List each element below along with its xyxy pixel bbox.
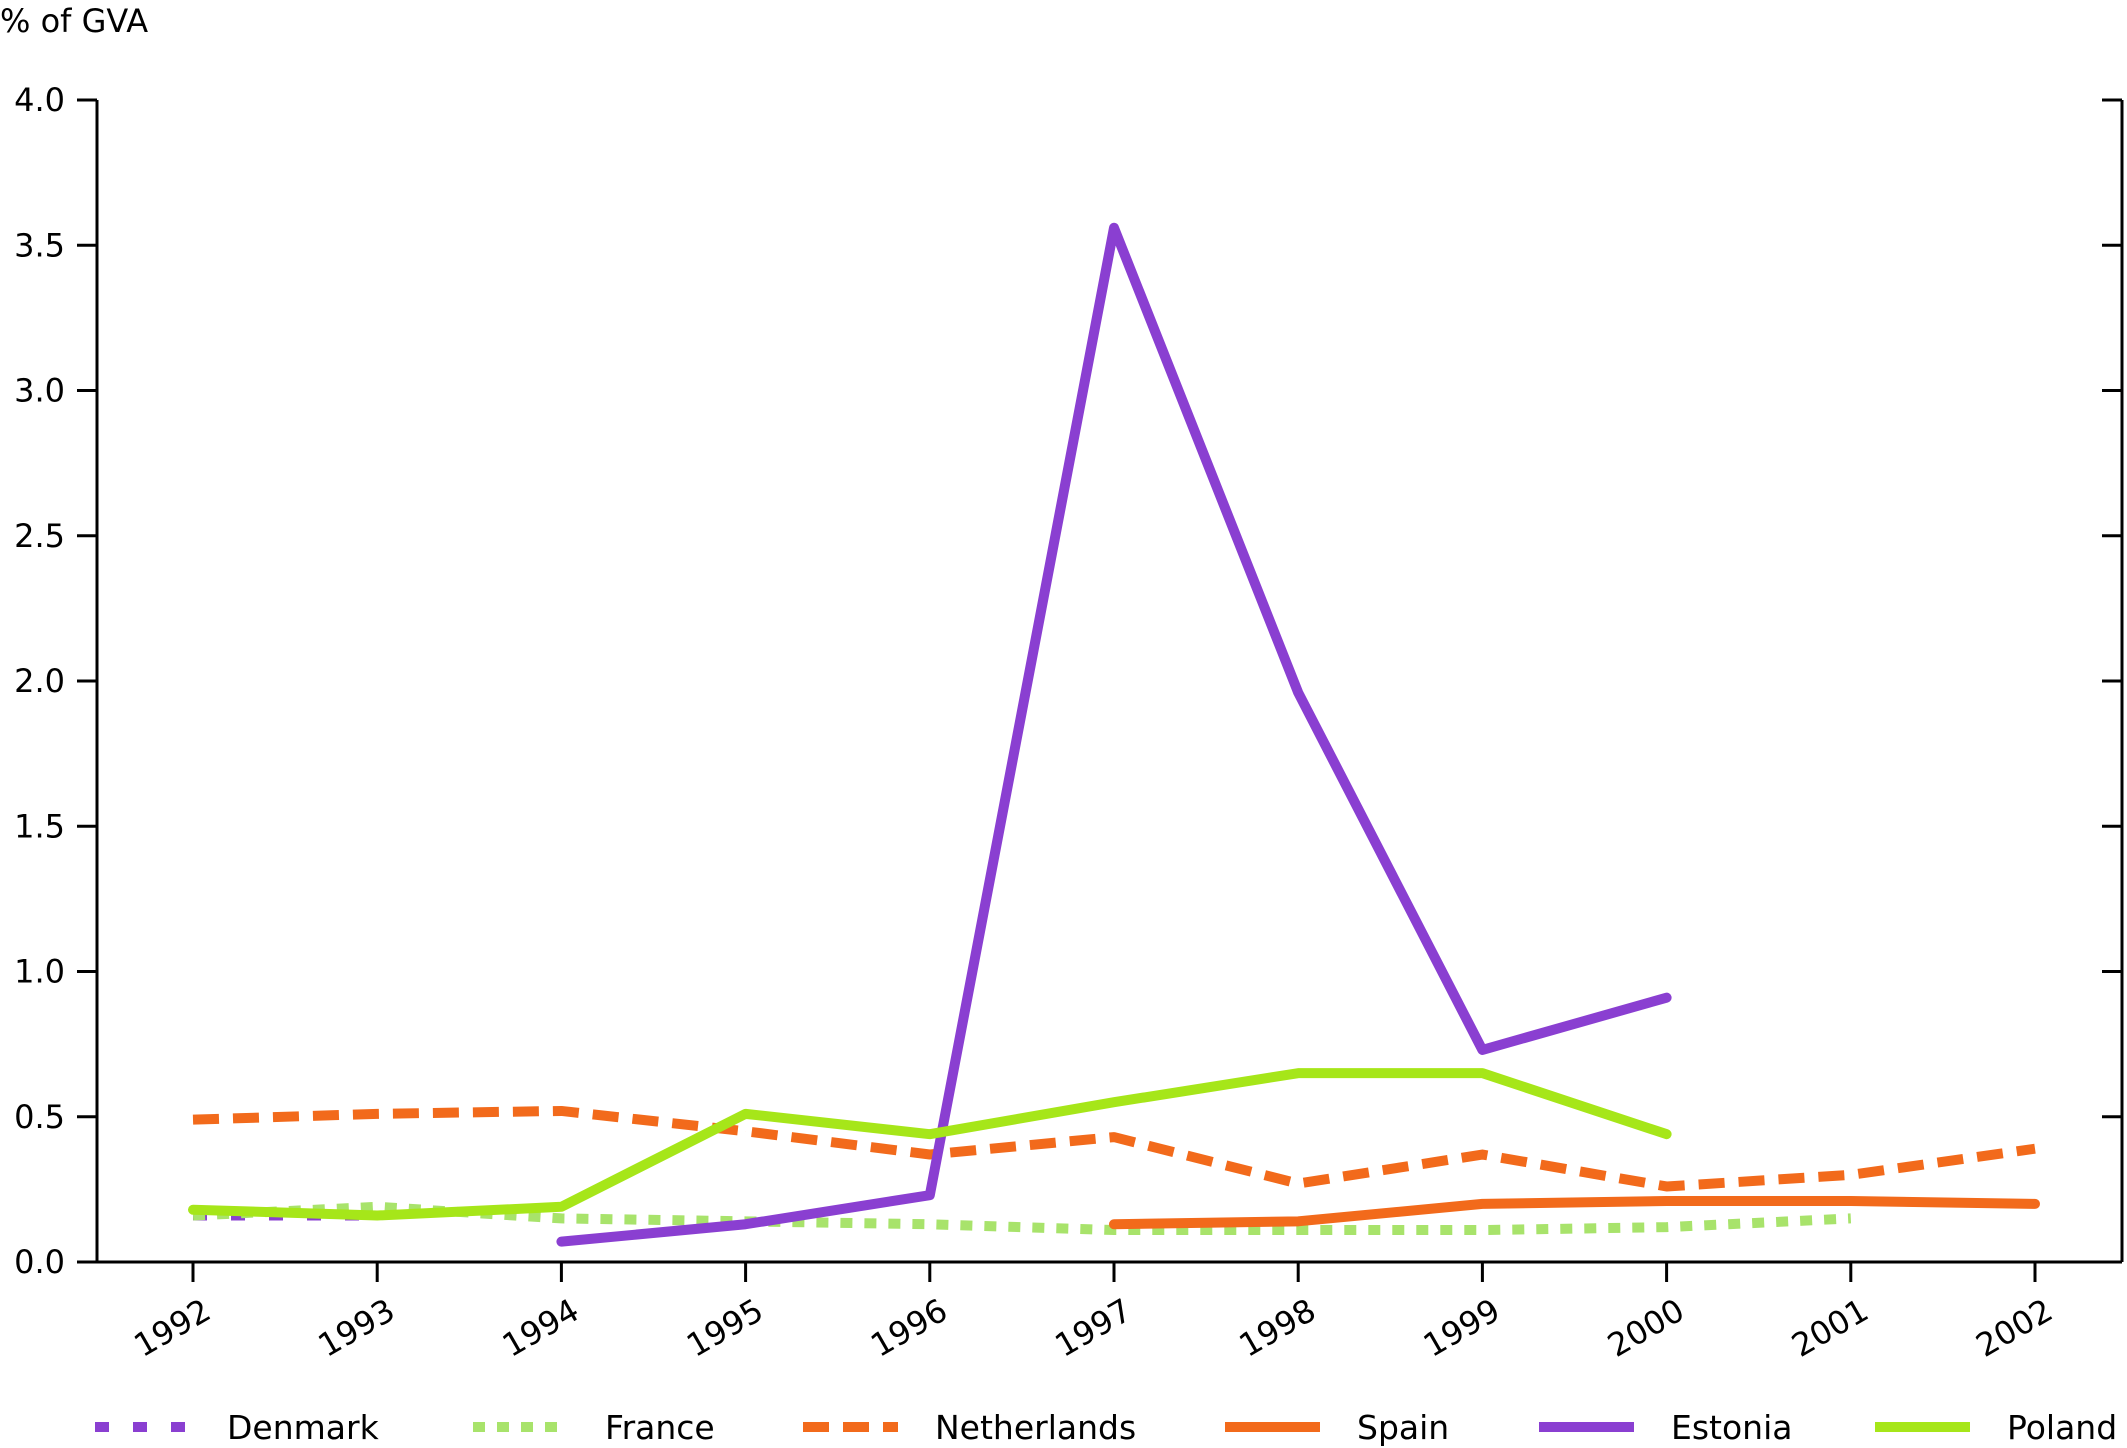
x-tick-label: 1995 bbox=[680, 1291, 770, 1365]
series-estonia bbox=[556, 222, 1672, 1247]
axes bbox=[77, 98, 2124, 1282]
y-tick-label: 2.5 bbox=[14, 517, 65, 555]
legend-label-denmark: Denmark bbox=[227, 1408, 380, 1447]
y-tick-label: 1.5 bbox=[14, 807, 65, 845]
series-spain bbox=[1109, 1195, 2040, 1230]
series-layer bbox=[188, 222, 2040, 1247]
legend-label-netherlands: Netherlands bbox=[935, 1408, 1136, 1447]
series-netherlands bbox=[192, 1105, 2036, 1192]
x-tick-labels: 1992 1993 1994 1995 1996 1997 1998 1999 2000 2001… bbox=[127, 1291, 2059, 1365]
x-tick-label: 1997 bbox=[1048, 1291, 1138, 1365]
legend-label-poland: Poland bbox=[2007, 1408, 2117, 1447]
legend: Denmark France Netherlands Spain Estonia Pola… bbox=[95, 1408, 2117, 1447]
series-poland bbox=[188, 1068, 1672, 1221]
y-tick-label: 3.5 bbox=[14, 226, 65, 264]
y-tick-label: 1.0 bbox=[14, 953, 65, 991]
legend-label-france: France bbox=[605, 1408, 715, 1447]
y-tick-labels: 0.0 0.5 1.0 1.5 2.0 2.5 3.0 3.5 4.0 bbox=[14, 81, 65, 1281]
legend-label-spain: Spain bbox=[1357, 1408, 1449, 1447]
y-axis-title: % of GVA bbox=[0, 2, 148, 40]
x-tick-label: 1994 bbox=[496, 1291, 586, 1365]
y-tick-label: 2.0 bbox=[14, 662, 65, 700]
x-tick-label: 2002 bbox=[1969, 1291, 2059, 1365]
legend-label-estonia: Estonia bbox=[1671, 1408, 1792, 1447]
x-tick-label: 2001 bbox=[1785, 1291, 1875, 1365]
x-tick-label: 1996 bbox=[864, 1291, 954, 1365]
y-tick-label: 0.5 bbox=[14, 1098, 65, 1136]
series-line-estonia bbox=[556, 222, 1672, 1247]
x-tick-label: 2000 bbox=[1601, 1291, 1691, 1365]
y-tick-label: 0.0 bbox=[14, 1243, 65, 1281]
x-tick-label: 1999 bbox=[1417, 1291, 1507, 1365]
x-tick-label: 1998 bbox=[1233, 1291, 1323, 1365]
series-line-netherlands bbox=[192, 1105, 2036, 1192]
x-tick-label: 1993 bbox=[312, 1291, 402, 1365]
y-tick-label: 3.0 bbox=[14, 372, 65, 410]
x-tick-label: 1992 bbox=[127, 1291, 217, 1365]
y-tick-label: 4.0 bbox=[14, 81, 65, 119]
series-line-spain bbox=[1109, 1195, 2040, 1230]
